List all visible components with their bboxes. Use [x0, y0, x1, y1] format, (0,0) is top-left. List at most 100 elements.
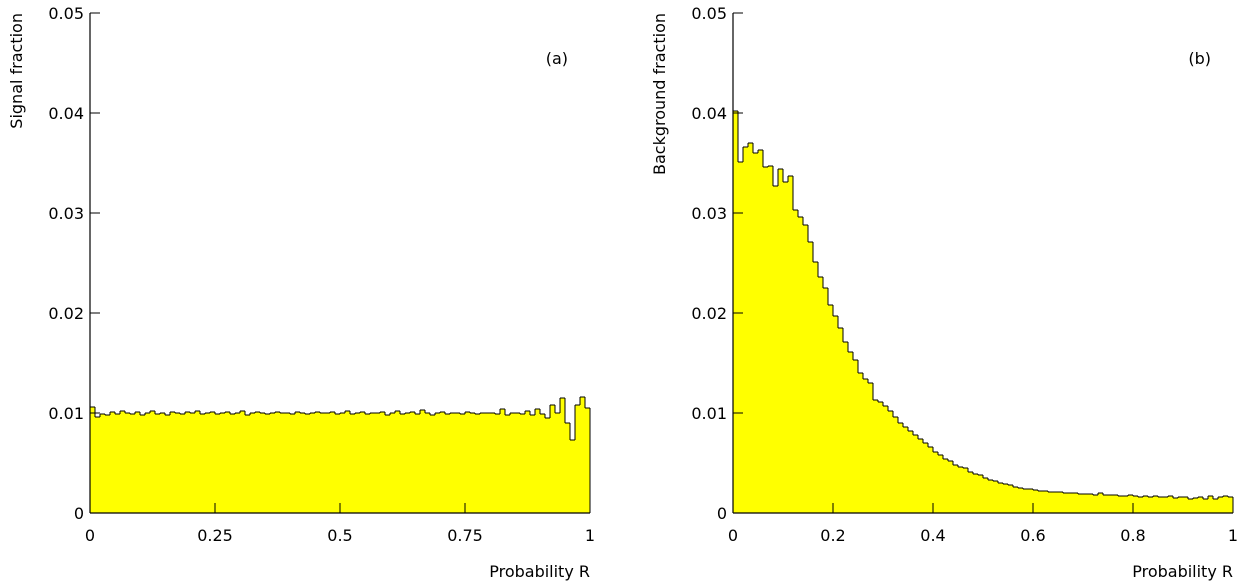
bar [953, 465, 958, 513]
bar [315, 412, 320, 513]
bar [175, 413, 180, 513]
bar [510, 413, 515, 513]
bar [763, 167, 768, 513]
bar [100, 414, 105, 513]
bar [1008, 485, 1013, 513]
bar [535, 409, 540, 513]
bar [1103, 495, 1108, 513]
bar [928, 447, 933, 513]
x-tick-label: 0.5 [327, 526, 352, 545]
bar [1118, 496, 1123, 513]
x-tick-label: 0 [728, 526, 738, 545]
bar [1188, 499, 1193, 513]
bar [1033, 490, 1038, 513]
bar [1038, 491, 1043, 513]
bar [375, 413, 380, 513]
bar [520, 414, 525, 513]
bar [963, 468, 968, 513]
bar [475, 414, 480, 513]
bar [783, 182, 788, 513]
bar [1018, 488, 1023, 513]
bar [395, 411, 400, 513]
bar [1178, 497, 1183, 513]
y-tick-label: 0.05 [48, 4, 84, 23]
bar [135, 412, 140, 513]
bar [1203, 499, 1208, 513]
bar [255, 412, 260, 513]
bar [878, 402, 883, 513]
bar [758, 150, 763, 513]
annotation: (b) [1188, 49, 1211, 68]
bar [908, 431, 913, 513]
bar [285, 413, 290, 513]
bar [778, 169, 783, 513]
bar [1198, 497, 1203, 513]
bar [773, 186, 778, 513]
bar [420, 410, 425, 513]
bar [973, 474, 978, 513]
bar [913, 435, 918, 513]
y-axis-label: Background fraction [650, 13, 669, 175]
bar [140, 415, 145, 513]
bar [1093, 495, 1098, 513]
bar [923, 443, 928, 513]
bar [505, 415, 510, 513]
bar [130, 414, 135, 513]
bar [120, 411, 125, 513]
y-tick-label: 0.05 [691, 4, 727, 23]
bar [220, 413, 225, 513]
bar [1143, 496, 1148, 513]
bar [115, 414, 120, 513]
bar [90, 407, 95, 513]
bar [430, 415, 435, 513]
bar [1108, 495, 1113, 513]
bar [748, 143, 753, 513]
bar [843, 342, 848, 513]
y-tick-label: 0 [74, 504, 84, 523]
bar [1163, 497, 1168, 513]
bar [460, 414, 465, 513]
x-axis-label: Probability R [489, 562, 590, 581]
bar [400, 414, 405, 513]
bar [848, 352, 853, 513]
bar [1098, 493, 1103, 513]
bar [1078, 494, 1083, 513]
bar [450, 413, 455, 513]
x-tick-label: 0.2 [820, 526, 845, 545]
bar [565, 423, 570, 513]
bar [425, 413, 430, 513]
bar [260, 413, 265, 513]
bar [1173, 498, 1178, 513]
bar [853, 360, 858, 513]
bar [818, 277, 823, 513]
bar [883, 406, 888, 513]
bar [500, 409, 505, 513]
bar [1088, 494, 1093, 513]
bar [1183, 497, 1188, 513]
bar [1193, 498, 1198, 513]
bar [270, 413, 275, 513]
bar [455, 413, 460, 513]
bar [798, 217, 803, 513]
bar [410, 412, 415, 513]
bar [858, 373, 863, 513]
bar [943, 459, 948, 513]
bar [480, 413, 485, 513]
bar [180, 414, 185, 513]
bar [210, 412, 215, 513]
bar [1153, 496, 1158, 513]
bar [95, 417, 100, 513]
bar [833, 316, 838, 513]
bar [555, 413, 560, 513]
bar [265, 414, 270, 513]
bar [445, 414, 450, 513]
bar [1083, 494, 1088, 513]
bar [545, 418, 550, 513]
bar [290, 414, 295, 513]
bar [1013, 487, 1018, 513]
y-tick-label: 0.01 [691, 404, 727, 423]
bar [125, 413, 130, 513]
bar [530, 415, 535, 513]
bar [205, 413, 210, 513]
bar [385, 415, 390, 513]
